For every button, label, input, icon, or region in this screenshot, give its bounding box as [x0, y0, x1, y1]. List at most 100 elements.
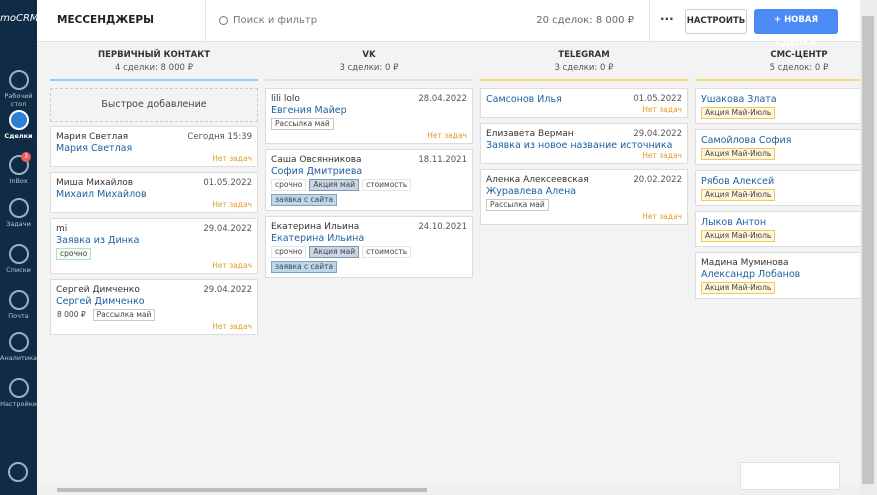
deal-card[interactable]: Аленка Алексеевская 20.02.2022 Журавлева А…: [480, 169, 688, 225]
tags-row: Акция Май-Июль: [701, 228, 877, 243]
tag: Акция май: [309, 246, 360, 258]
horizontal-scrollbar[interactable]: [37, 486, 860, 495]
contact-name: Саша Овсянникова: [271, 155, 362, 165]
nav-item[interactable]: Сделки: [0, 110, 37, 140]
deal-title: Самойлова София: [701, 134, 792, 146]
column-summary: 5 сделок: 0 ₽: [769, 63, 829, 73]
deal-card[interactable]: Миша Михайлов 01.05.2022 Михаил Михайлов Не…: [50, 172, 258, 213]
contact-name: Мария Светлая: [56, 132, 129, 142]
nav-label: Почта: [8, 312, 29, 320]
card-row: Рябов Алексей: [701, 175, 877, 187]
column-summary: 4 сделки: 8 000 ₽: [115, 63, 193, 73]
tags-row: срочно Акция май стоимость заявка с сайта: [271, 177, 467, 207]
deal-title: Самсонов Илья: [486, 93, 562, 105]
deal-card[interactable]: Самсонов Илья 01.05.2022 Нет задач: [480, 88, 688, 118]
tags-row: Рассылка май: [486, 197, 682, 212]
deal-card[interactable]: Сергей Димченко 29.04.2022 Сергей Димченко…: [50, 279, 258, 335]
nav-item[interactable]: Аналитика: [0, 332, 37, 362]
contact-name: Екатерина Ильина: [271, 222, 360, 232]
tags-row: Акция Май-Июль: [701, 280, 877, 295]
card-row: Екатерина Ильина 24.10.2021: [271, 221, 467, 233]
deal-card[interactable]: Мария Светлая Сегодня 15:39 Мария Светлая Н…: [50, 126, 258, 167]
configure-button[interactable]: НАСТРОИТЬ: [685, 9, 747, 34]
tag: Акция Май-Июль: [701, 282, 776, 294]
nav-item[interactable]: InBox 3: [0, 152, 37, 185]
quick-add[interactable]: Быстрое добавление: [50, 88, 258, 122]
contact-name: lili lolo: [271, 94, 300, 104]
nav-item[interactable]: Рабочий стол: [0, 70, 37, 108]
deal-date: 01.05.2022: [203, 178, 252, 188]
deal-card[interactable]: Лыков Антон Акция Май-Июль: [695, 211, 877, 247]
column-summary: 3 сделки: 0 ₽: [339, 63, 399, 73]
deal-date: Сегодня 15:39: [187, 132, 252, 142]
more-button[interactable]: ···: [660, 12, 674, 26]
card-row: Сергей Димченко 29.04.2022: [56, 284, 252, 296]
nav-badge: 3: [21, 152, 31, 162]
deal-title: Мария Светлая: [56, 143, 133, 154]
deal-date: 28.04.2022: [418, 94, 467, 104]
nav-item[interactable]: Настройки: [0, 378, 37, 408]
deal-title: Сергей Димченко: [56, 296, 145, 307]
deal-title: Евгения Майер: [271, 105, 347, 116]
scroll-thumb[interactable]: [57, 488, 427, 492]
nav-icon: [8, 378, 29, 398]
tag: заявка с сайта: [271, 261, 338, 273]
deal-card[interactable]: Рябов Алексей Акция Май-Июль: [695, 170, 877, 206]
contact-name: Мадина Муминова: [701, 258, 789, 268]
nav-item[interactable]: Почта: [0, 290, 37, 320]
sidebar: amoCRM Рабочий стол Сделки InBox 3 Задачи Спи…: [0, 0, 37, 495]
deal-card[interactable]: Ушакова Злата Акция Май-Июль: [695, 88, 877, 124]
logo: amoCRM: [0, 13, 37, 24]
tag: Рассылка май: [486, 199, 549, 211]
tag: срочно: [271, 246, 307, 258]
nav-label: Списки: [6, 266, 31, 274]
deal-card[interactable]: mi 29.04.2022 Заявка из Динка срочно Нет зад…: [50, 218, 258, 274]
nav-label: Аналитика: [0, 354, 37, 362]
tag: Акция Май-Июль: [701, 148, 776, 160]
column-line: [265, 79, 473, 81]
deal-card[interactable]: lili lolo 28.04.2022 Евгения Майер Рассылка…: [265, 88, 473, 144]
deal-title: Рябов Алексей: [701, 175, 775, 187]
tag: срочно: [56, 248, 92, 260]
divider: [205, 0, 206, 42]
task-status: Нет задач: [212, 154, 252, 163]
card-row: Самойлова София: [701, 134, 877, 146]
new-deal-button[interactable]: + НОВАЯ СДЕЛКА: [754, 9, 838, 48]
deal-card[interactable]: Самойлова София Акция Май-Июль: [695, 129, 877, 165]
deal-title: Лыков Антон: [701, 216, 767, 228]
deal-card[interactable]: Мадина Муминова Александр Лобанов Акция Ма…: [695, 252, 877, 299]
nav-item[interactable]: Задачи: [0, 198, 37, 228]
card-row: mi 29.04.2022: [56, 223, 252, 235]
nav-item[interactable]: Списки: [0, 244, 37, 274]
tag: Акция Май-Июль: [701, 107, 776, 119]
nav-icon: [8, 332, 29, 352]
tag: Рассылка май: [92, 309, 156, 321]
card-row: Мария Светлая Сегодня 15:39: [56, 131, 252, 143]
deal-card[interactable]: Екатерина Ильина 24.10.2021 Екатерина Ильи…: [265, 216, 473, 278]
search-input[interactable]: Поиск и фильтр: [233, 15, 318, 26]
deal-date: 01.05.2022: [633, 94, 682, 104]
column-name: СМС-ЦЕНТР: [770, 50, 828, 60]
tags-row: Акция Май-Июль: [701, 187, 877, 202]
deal-title: Ушакова Злата: [701, 93, 777, 105]
nav-label: Рабочий стол: [4, 92, 33, 108]
board: ПЕРВИЧНЫЙ КОНТАКТ 4 сделки: 8 000 ₽ Быстро…: [50, 50, 877, 340]
search-icon: [219, 16, 228, 25]
scroll-thumb[interactable]: [862, 16, 874, 484]
nav-label: Сделки: [4, 132, 33, 140]
card-row: Самсонов Илья 01.05.2022: [486, 93, 682, 105]
deal-card[interactable]: Саша Овсянникова 18.11.2021 София Дмитриев…: [265, 149, 473, 211]
notifications-icon[interactable]: [8, 462, 28, 482]
vertical-scrollbar[interactable]: [860, 0, 877, 495]
tags-row: Акция Май-Июль: [701, 105, 877, 120]
nav-label: InBox: [9, 177, 28, 185]
nav-icon: [8, 198, 29, 218]
deal-card[interactable]: Елизавета Верман 29.04.2022 Заявка из ново…: [480, 123, 688, 164]
deal-date: 29.04.2022: [203, 285, 252, 295]
tags-row: Рассылка май: [271, 116, 467, 131]
card-row: Миша Михайлов 01.05.2022: [56, 177, 252, 189]
column-summary: 3 сделки: 0 ₽: [554, 63, 614, 73]
contact-name: mi: [56, 224, 68, 234]
nav-icon: [8, 70, 29, 90]
task-status: Нет задач: [212, 200, 252, 209]
